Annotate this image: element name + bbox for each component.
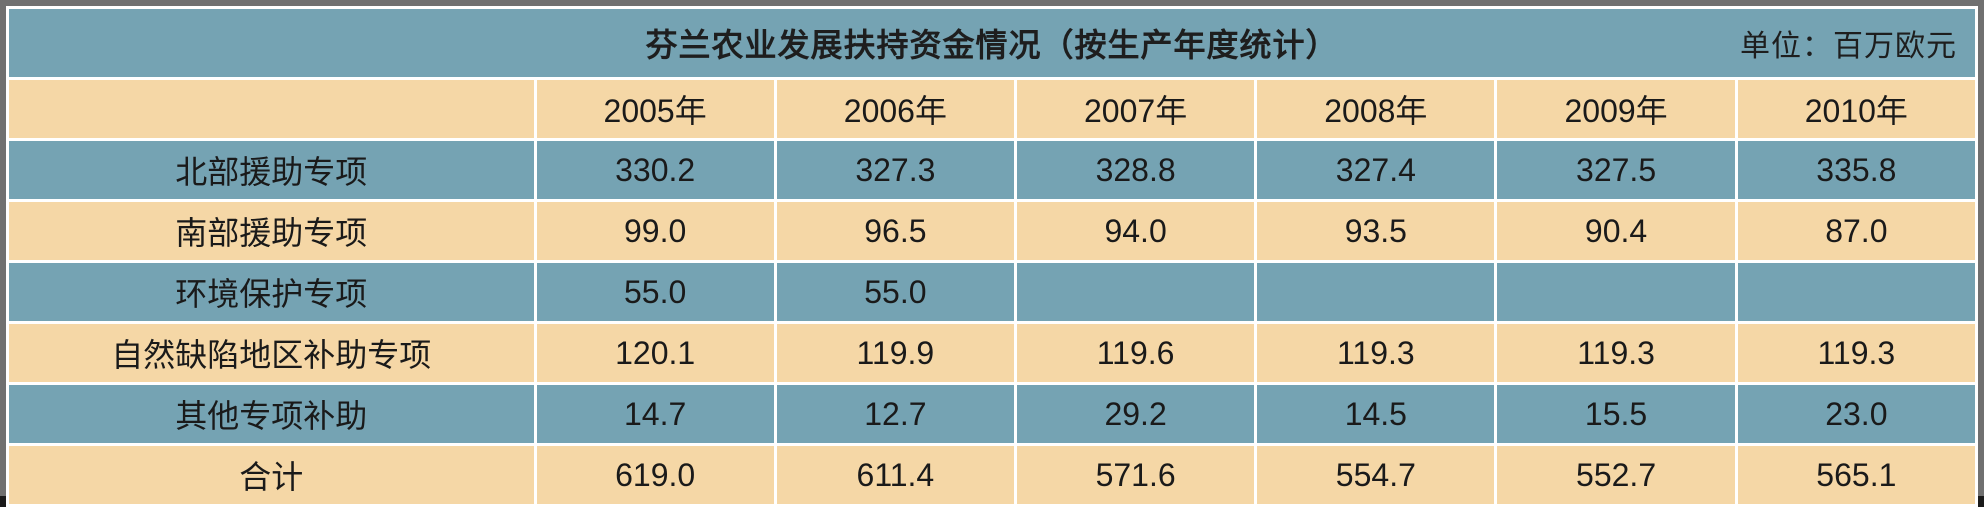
table-cell: 119.3 [1494, 321, 1738, 385]
table-cell: 327.4 [1254, 138, 1498, 202]
table-row: 其他专项补助 14.7 12.7 29.2 14.5 15.5 23.0 [6, 382, 1979, 446]
table-cell: 619.0 [533, 443, 777, 507]
table-cell: 14.5 [1254, 382, 1498, 446]
table-row: 北部援助专项 330.2 327.3 328.8 327.4 327.5 335.8 [6, 138, 1979, 202]
row-label: 合计 [6, 443, 537, 507]
table-cell: 55.0 [533, 260, 777, 324]
row-label: 南部援助专项 [6, 199, 537, 263]
table-cell: 119.9 [773, 321, 1017, 385]
table-cell: 93.5 [1254, 199, 1498, 263]
table-cell: 335.8 [1734, 138, 1979, 202]
column-header: 2009年 [1494, 77, 1738, 141]
header-row: 2005年 2006年 2007年 2008年 2009年 2010年 [6, 77, 1979, 141]
column-header: 2008年 [1254, 77, 1498, 141]
header-corner-cell [6, 77, 537, 141]
column-header: 2007年 [1013, 77, 1258, 141]
funding-table: 芬兰农业发展扶持资金情况（按生产年度统计） 单位：百万欧元 2005年 2006… [6, 6, 1979, 507]
table-cell: 96.5 [773, 199, 1017, 263]
row-label: 环境保护专项 [6, 260, 537, 324]
table-cell: 119.6 [1013, 321, 1258, 385]
table-cell: 12.7 [773, 382, 1017, 446]
table-cell: 23.0 [1734, 382, 1979, 446]
table-cell: 119.3 [1734, 321, 1979, 385]
column-header: 2010年 [1734, 77, 1979, 141]
table-cell: 565.1 [1734, 443, 1979, 507]
table-cell: 29.2 [1013, 382, 1258, 446]
table-cell: 87.0 [1734, 199, 1979, 263]
table-cell: 120.1 [533, 321, 777, 385]
table-cell [1734, 260, 1979, 324]
table-cell: 15.5 [1494, 382, 1738, 446]
table-cell: 90.4 [1494, 199, 1738, 263]
table-cell: 571.6 [1013, 443, 1258, 507]
table-cell: 552.7 [1494, 443, 1738, 507]
table-row: 南部援助专项 99.0 96.5 94.0 93.5 90.4 87.0 [6, 199, 1979, 263]
table-row: 环境保护专项 55.0 55.0 [6, 260, 1979, 324]
column-header: 2006年 [773, 77, 1017, 141]
table-row: 自然缺陷地区补助专项 120.1 119.9 119.6 119.3 119.3 119.3 [6, 321, 1979, 385]
row-label: 北部援助专项 [6, 138, 537, 202]
table-cell: 328.8 [1013, 138, 1258, 202]
table-title: 芬兰农业发展扶持资金情况（按生产年度统计） [645, 27, 1339, 63]
table-cell: 119.3 [1254, 321, 1498, 385]
table-cell: 330.2 [533, 138, 777, 202]
table-cell: 327.5 [1494, 138, 1738, 202]
column-header: 2005年 [533, 77, 777, 141]
table-cell: 611.4 [773, 443, 1017, 507]
title-row: 芬兰农业发展扶持资金情况（按生产年度统计） 单位：百万欧元 [6, 6, 1978, 80]
row-label: 自然缺陷地区补助专项 [6, 321, 537, 385]
table-cell: 94.0 [1013, 199, 1258, 263]
table-cell: 99.0 [533, 199, 777, 263]
table-cell [1013, 260, 1258, 324]
table-cell: 14.7 [533, 382, 777, 446]
table-cell [1494, 260, 1738, 324]
table-cell: 554.7 [1254, 443, 1498, 507]
row-label: 其他专项补助 [6, 382, 537, 446]
table-row: 合计 619.0 611.4 571.6 554.7 552.7 565.1 [6, 443, 1979, 507]
table-cell: 55.0 [773, 260, 1017, 324]
unit-label: 单位：百万欧元 [1740, 30, 1957, 63]
table-cell: 327.3 [773, 138, 1017, 202]
table-cell [1254, 260, 1498, 324]
title-cell: 芬兰农业发展扶持资金情况（按生产年度统计） 单位：百万欧元 [6, 6, 1978, 80]
